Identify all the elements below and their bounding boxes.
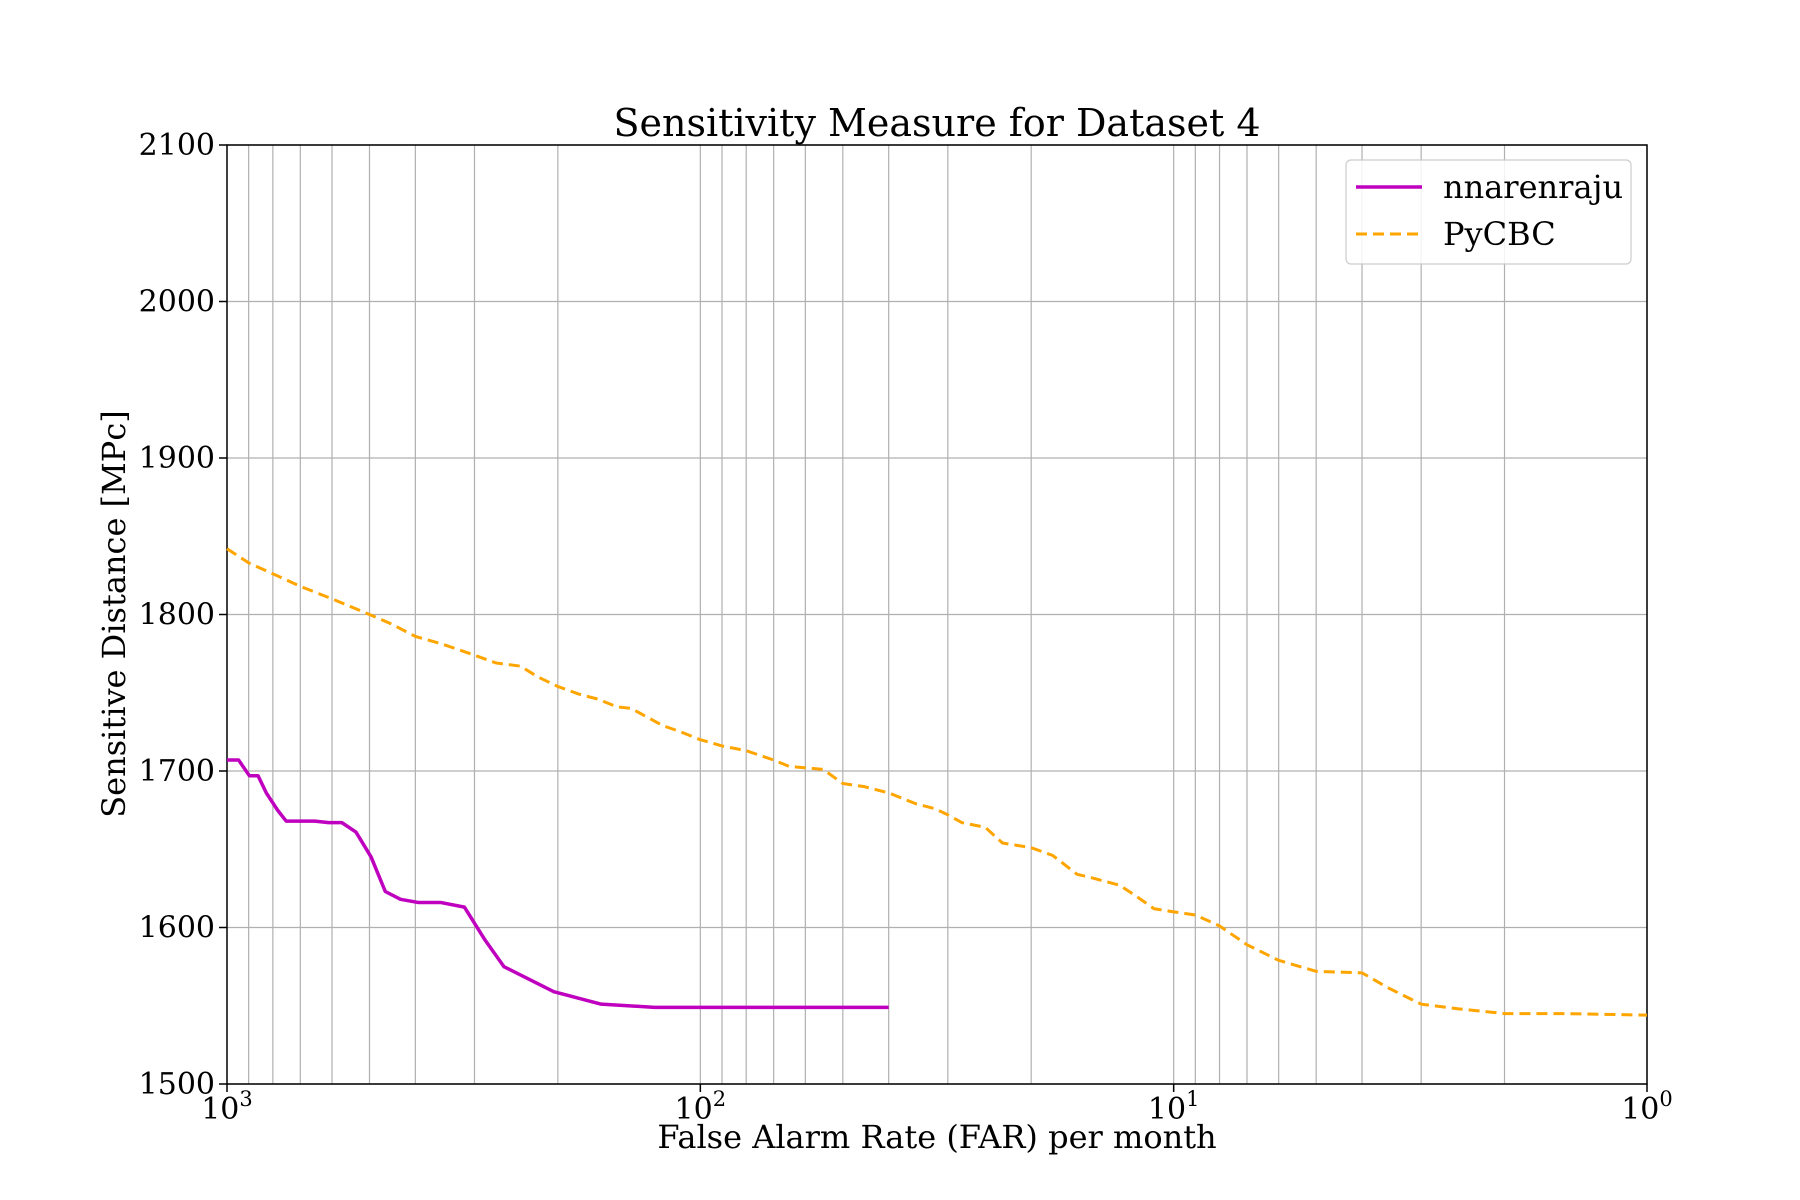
y-tick-label: 2100 (139, 128, 215, 163)
x-tick-label: 100 (1621, 1087, 1673, 1127)
x-axis-label: False Alarm Rate (FAR) per month (657, 1118, 1216, 1156)
y-tick-label: 2000 (139, 285, 215, 320)
legend-label-pycbc: PyCBC (1443, 215, 1556, 253)
y-tick-label: 1900 (139, 441, 215, 476)
y-tick-label: 1800 (139, 598, 215, 633)
x-axis-ticks: 103 102 101 100 (201, 1084, 1673, 1127)
y-tick-label: 1700 (139, 754, 215, 789)
chart-title: Sensitivity Measure for Dataset 4 (613, 101, 1260, 145)
series-line-nnarenraju (227, 758, 889, 1010)
series-layer (226, 547, 1648, 1017)
y-axis-label: Sensitive Distance [MPc] (95, 410, 133, 817)
legend-label-nnarenraju: nnarenraju (1443, 168, 1623, 206)
y-tick-label: 1500 (139, 1067, 215, 1102)
x-tick-label: 102 (675, 1087, 727, 1127)
x-tick-label: 103 (201, 1087, 253, 1127)
y-axis-ticks: 1500 1600 1700 1800 1900 2000 2100 (139, 128, 227, 1102)
y-tick-label: 1600 (139, 911, 215, 946)
legend: nnarenraju PyCBC (1345, 159, 1632, 265)
x-tick-label: 101 (1148, 1087, 1200, 1127)
series-line-pycbc (226, 547, 1648, 1017)
